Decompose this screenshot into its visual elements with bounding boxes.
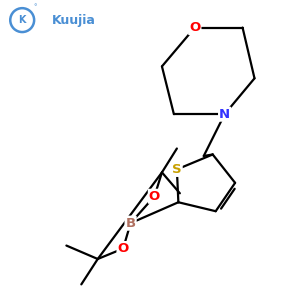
Text: K: K [18,15,26,25]
Text: O: O [149,190,160,203]
Text: S: S [172,163,182,176]
Text: N: N [219,108,230,121]
Text: Kuujia: Kuujia [52,14,96,27]
Text: O: O [118,242,129,255]
Text: °: ° [33,4,37,10]
Text: O: O [189,21,200,34]
Text: B: B [125,217,136,230]
